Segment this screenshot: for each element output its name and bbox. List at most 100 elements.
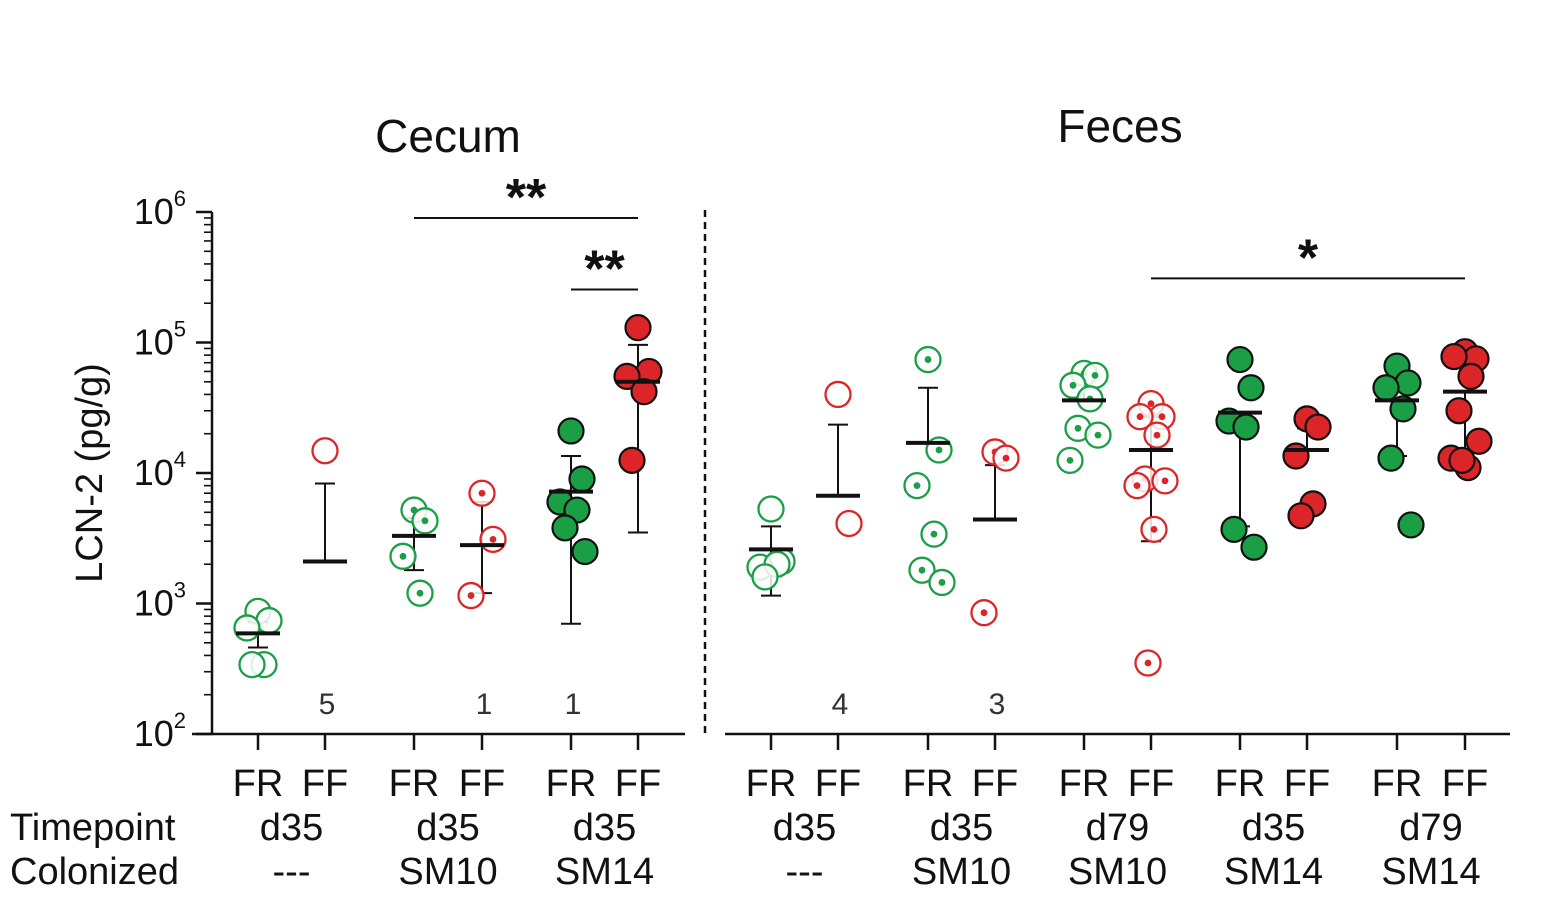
y-tick-label: 106 bbox=[134, 186, 186, 232]
data-point-center bbox=[935, 446, 943, 454]
x-tick-label: FR bbox=[389, 763, 440, 805]
data-point bbox=[1226, 345, 1254, 374]
data-point bbox=[1377, 444, 1405, 472]
data-point-center bbox=[1066, 456, 1074, 464]
colonized-label: SM10 bbox=[912, 851, 1011, 893]
below-detection-count: 1 bbox=[476, 688, 493, 721]
timepoint-label: d79 bbox=[1399, 807, 1462, 849]
data-point-center bbox=[421, 517, 429, 525]
x-tick-label: FF bbox=[815, 763, 861, 805]
y-axis-label: LCN-2 (pg/g) bbox=[69, 363, 111, 583]
timepoint-label: d35 bbox=[416, 807, 479, 849]
data-point bbox=[1448, 446, 1476, 474]
data-point-center bbox=[1091, 371, 1099, 379]
data-point-center bbox=[1144, 659, 1152, 667]
data-point-center bbox=[399, 552, 407, 560]
data-point bbox=[1389, 395, 1417, 423]
colonized-label: SM14 bbox=[1224, 851, 1323, 893]
significance-label: ** bbox=[584, 240, 625, 298]
data-point bbox=[551, 514, 579, 542]
data-point-center bbox=[938, 579, 946, 586]
row-label-timepoint: Timepoint bbox=[10, 807, 176, 849]
colonized-label: SM10 bbox=[398, 851, 497, 893]
data-point bbox=[751, 563, 779, 591]
data-point bbox=[618, 446, 646, 474]
data-point-center bbox=[930, 530, 938, 538]
data-point-center bbox=[1074, 424, 1082, 432]
data-point-center bbox=[1133, 482, 1141, 490]
below-detection-count: 5 bbox=[319, 688, 336, 721]
axes-layer bbox=[192, 210, 1510, 750]
x-tick-label: FF bbox=[1128, 763, 1174, 805]
timepoint-label: d35 bbox=[773, 807, 836, 849]
data-point bbox=[1440, 342, 1468, 371]
y-tick-label: 102 bbox=[134, 708, 186, 754]
data-point-center bbox=[478, 489, 486, 497]
panel-title: Feces bbox=[1057, 100, 1182, 152]
data-point bbox=[1372, 374, 1400, 402]
x-tick-label: FF bbox=[615, 763, 661, 805]
colonized-label: --- bbox=[273, 851, 311, 893]
x-tick-label: FR bbox=[1372, 763, 1423, 805]
data-point bbox=[824, 380, 852, 409]
data-point-center bbox=[1147, 400, 1155, 408]
data-point bbox=[568, 465, 596, 493]
data-point-center bbox=[489, 535, 497, 543]
data-point bbox=[1240, 533, 1268, 561]
significance-label: ** bbox=[506, 169, 547, 227]
data-point bbox=[1394, 369, 1422, 397]
data-point bbox=[571, 537, 599, 566]
data-point-center bbox=[1094, 431, 1102, 439]
x-tick-label: FF bbox=[302, 763, 348, 805]
x-tick-label: FF bbox=[972, 763, 1018, 805]
below-detection-count: 4 bbox=[832, 688, 849, 721]
timepoint-label: d79 bbox=[1086, 807, 1149, 849]
data-point-center bbox=[1153, 431, 1161, 439]
data-point-center bbox=[913, 482, 921, 490]
data-point bbox=[233, 614, 261, 642]
below-detection-count: 1 bbox=[565, 688, 582, 721]
data-point bbox=[557, 417, 585, 445]
colonized-label: SM14 bbox=[1381, 851, 1480, 893]
data-point bbox=[1457, 362, 1485, 390]
data-point-center bbox=[1150, 525, 1158, 533]
timepoint-label: d35 bbox=[930, 807, 993, 849]
y-tick-label: 105 bbox=[134, 317, 186, 363]
data-point bbox=[311, 437, 339, 465]
points-layer bbox=[233, 314, 1493, 679]
error-bars-layer bbox=[248, 343, 1475, 649]
x-tick-label: FR bbox=[546, 763, 597, 805]
y-tick-label: 104 bbox=[134, 447, 186, 493]
data-point bbox=[1232, 413, 1260, 441]
significance-label: * bbox=[1298, 229, 1319, 287]
data-point-center bbox=[416, 589, 424, 597]
x-tick-label: FR bbox=[903, 763, 954, 805]
data-point bbox=[1445, 397, 1473, 425]
data-point-center bbox=[1002, 454, 1010, 462]
row-label-colonized: Colonized bbox=[10, 851, 179, 893]
data-point bbox=[1304, 413, 1332, 441]
data-point-center bbox=[980, 609, 988, 617]
data-point bbox=[1220, 515, 1248, 543]
colonized-label: --- bbox=[786, 851, 824, 893]
data-point bbox=[630, 378, 658, 406]
timepoint-label: d35 bbox=[1242, 807, 1305, 849]
x-tick-label: FR bbox=[1059, 763, 1110, 805]
labels-layer: 102 103 104 105 106 LCN-2 (pg/g) TimepointColo… bbox=[10, 100, 1488, 893]
x-tick-label: FR bbox=[746, 763, 797, 805]
below-detection-count: 3 bbox=[989, 688, 1006, 721]
colonized-label: SM14 bbox=[555, 851, 654, 893]
x-tick-label: FR bbox=[233, 763, 284, 805]
data-point bbox=[1282, 442, 1310, 470]
y-tick-label: 103 bbox=[134, 578, 186, 624]
data-point bbox=[1465, 427, 1493, 455]
panel-title: Cecum bbox=[375, 110, 521, 162]
data-point bbox=[757, 495, 785, 523]
timepoint-label: d35 bbox=[260, 807, 323, 849]
data-point bbox=[835, 509, 863, 538]
data-point-center bbox=[1158, 413, 1166, 421]
data-point bbox=[624, 314, 652, 342]
data-point-center bbox=[1161, 477, 1169, 485]
data-point bbox=[1287, 502, 1315, 530]
